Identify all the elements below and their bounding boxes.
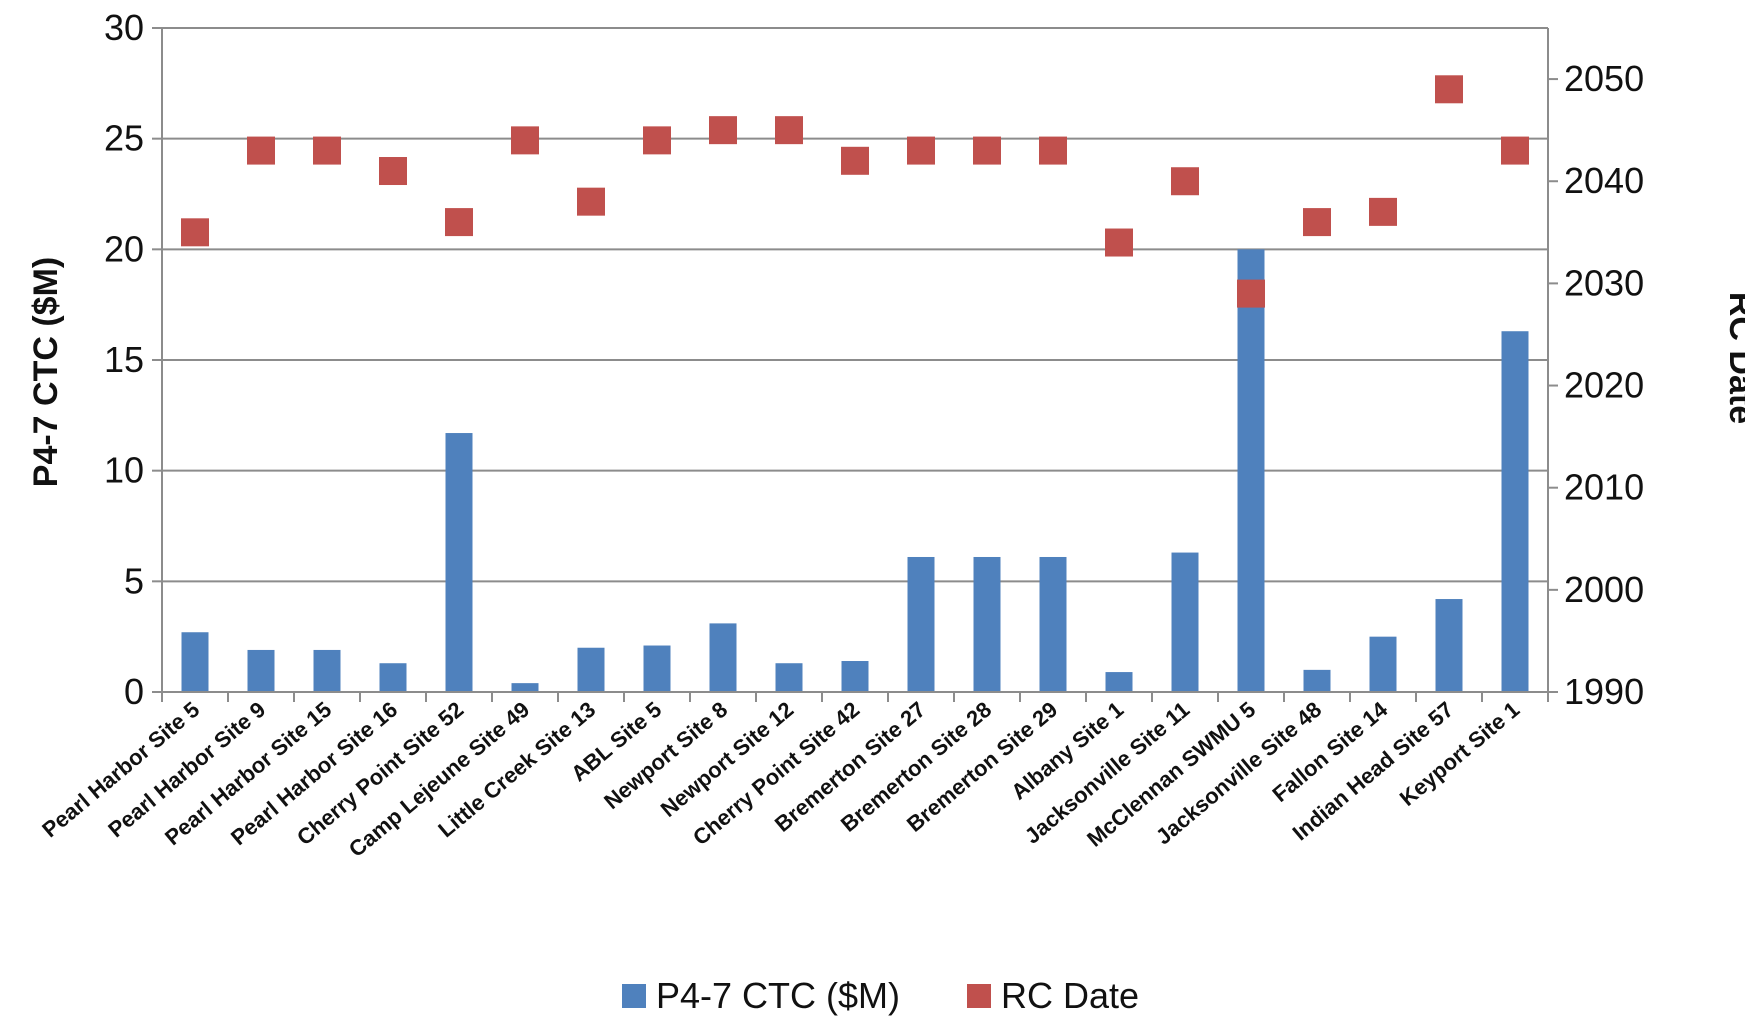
- bar: [511, 683, 539, 692]
- legend-swatch-scatter: [967, 984, 991, 1008]
- y-tick-label: 30: [104, 7, 144, 48]
- scatter-point: [1369, 197, 1397, 226]
- bar: [181, 632, 209, 692]
- x-tick-label: Keyport Site 1: [1395, 697, 1524, 811]
- scatter-point: [247, 136, 275, 165]
- scatter-point: [775, 116, 803, 145]
- scatter-point: [511, 126, 539, 155]
- bar: [775, 663, 803, 692]
- y2-tick-label: 2030: [1564, 262, 1644, 303]
- bar: [643, 645, 671, 692]
- bar: [1303, 669, 1331, 692]
- y-tick-label: 25: [104, 118, 144, 159]
- y-tick-label: 0: [124, 671, 144, 712]
- plot-frame: [152, 27, 1549, 702]
- scatter-point: [1303, 208, 1331, 237]
- bar: [1237, 249, 1265, 693]
- scatter-point: [841, 146, 869, 175]
- scatter-point: [643, 126, 671, 155]
- y-tick-label: 5: [124, 560, 144, 601]
- scatter-point: [1501, 136, 1529, 165]
- scatter-point: [1237, 279, 1265, 308]
- scatter-series: [181, 75, 1529, 308]
- scatter-point: [1435, 75, 1463, 104]
- bar: [313, 649, 341, 692]
- bar: [379, 663, 407, 692]
- bar: [907, 556, 935, 692]
- bar: [445, 433, 473, 692]
- scatter-point: [1171, 167, 1199, 196]
- scatter-point: [313, 136, 341, 165]
- bar: [973, 556, 1001, 692]
- bar: [709, 623, 737, 692]
- y2-tick-label: 2000: [1564, 569, 1644, 610]
- scatter-point: [577, 187, 605, 216]
- y2-tick-label: 2010: [1564, 467, 1644, 508]
- scatter-point: [1039, 136, 1067, 165]
- legend-label-scatter: RC Date: [1001, 975, 1139, 1016]
- scatter-point: [445, 208, 473, 237]
- y2-tick-label: 2050: [1564, 58, 1644, 99]
- scatter-point: [973, 136, 1001, 165]
- scatter-point: [907, 136, 935, 165]
- legend: P4-7 CTC ($M) RC Date: [622, 975, 1139, 1016]
- y2-tick-label: 2040: [1564, 160, 1644, 201]
- legend-label-bar: P4-7 CTC ($M): [656, 975, 900, 1016]
- bar: [577, 647, 605, 692]
- legend-swatch-bar: [622, 984, 646, 1008]
- y2-axis-title: RC Date: [1722, 292, 1745, 424]
- y2-tick-label: 2020: [1564, 365, 1644, 406]
- y2-tick-label: 1990: [1564, 671, 1644, 712]
- bar: [1369, 636, 1397, 692]
- bar: [1039, 556, 1067, 692]
- bar: [1105, 672, 1133, 692]
- y-tick-label: 20: [104, 228, 144, 269]
- scatter-point: [1105, 228, 1133, 257]
- scatter-point: [379, 157, 407, 186]
- y-tick-label: 10: [104, 450, 144, 491]
- bar: [1171, 552, 1199, 692]
- bar: [1501, 331, 1529, 692]
- bar: [1435, 599, 1463, 692]
- right-axis-ticks: 1990 2000 2010 2020 2030 2040 2050: [1548, 58, 1644, 712]
- bar: [841, 661, 869, 692]
- bar-series: [181, 249, 1529, 693]
- bar: [247, 649, 275, 692]
- scatter-point: [181, 218, 209, 247]
- left-axis-ticks: 0 5 10 15 20 25 30: [104, 7, 144, 712]
- gridlines: [162, 27, 1548, 583]
- scatter-point: [709, 116, 737, 145]
- y-axis-title: P4-7 CTC ($M): [27, 257, 65, 487]
- y-tick-label: 15: [104, 339, 144, 380]
